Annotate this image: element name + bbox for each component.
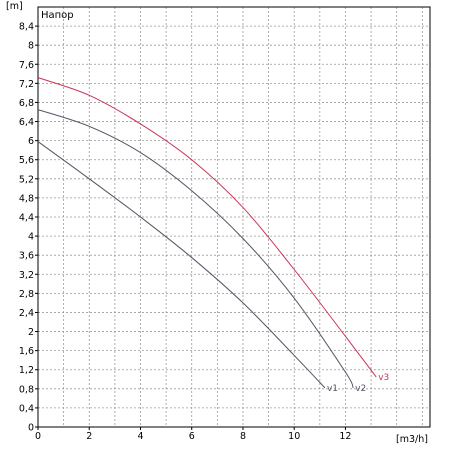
axis-ticks: 0 2 4 6 8 10 12 0 0,4 0,8 1,2 1,6 2 2,4 2,8 3,2 3,6 4 4,4 4… bbox=[19, 22, 352, 442]
y-tick-label: 7,6 bbox=[19, 60, 34, 71]
y-tick-label: 5,6 bbox=[19, 155, 34, 166]
x-tick-label: 2 bbox=[86, 431, 92, 442]
series-label-v2: v2 bbox=[355, 384, 366, 394]
series-line-v3 bbox=[37, 77, 377, 378]
series-line-v2 bbox=[37, 109, 354, 389]
y-tick-label: 7,2 bbox=[19, 79, 34, 90]
y-tick-label: 6,8 bbox=[19, 98, 34, 109]
x-tick-label: 4 bbox=[137, 431, 143, 442]
y-tick-label: 2,8 bbox=[19, 289, 34, 300]
series-lines: v1 v2 v3 bbox=[37, 77, 389, 394]
series-label-v1: v1 bbox=[327, 384, 338, 394]
x-tick-label: 12 bbox=[339, 431, 351, 442]
series-line-v1 bbox=[37, 141, 326, 389]
y-tick-label: 1,2 bbox=[19, 365, 34, 376]
y-tick-label: 3,2 bbox=[19, 270, 34, 281]
y-tick-label: 0,4 bbox=[19, 403, 34, 414]
y-tick-label: 6,4 bbox=[19, 117, 34, 128]
y-tick-label: 5,2 bbox=[19, 174, 34, 185]
y-tick-label: 1,6 bbox=[19, 346, 34, 357]
x-tick-label: 10 bbox=[288, 431, 300, 442]
y-tick-label: 8,4 bbox=[19, 22, 34, 33]
y-tick-label: 4,4 bbox=[19, 213, 34, 224]
y-tick-label: 0,8 bbox=[19, 384, 34, 395]
x-tick-label: 6 bbox=[189, 431, 195, 442]
x-tick-label: 8 bbox=[240, 431, 246, 442]
y-tick-label: 4 bbox=[28, 232, 34, 243]
chart-title: Напор bbox=[41, 10, 74, 21]
y-tick-label: 0 bbox=[28, 423, 34, 434]
y-axis-label: [m] bbox=[6, 1, 23, 12]
y-tick-label: 2 bbox=[28, 327, 34, 338]
y-tick-label: 3,6 bbox=[19, 251, 34, 262]
series-label-v3: v3 bbox=[378, 373, 389, 383]
y-tick-label: 8 bbox=[28, 41, 34, 52]
y-tick-label: 6 bbox=[28, 136, 34, 147]
x-tick-label: 0 bbox=[35, 431, 41, 442]
y-tick-label: 2,4 bbox=[19, 308, 34, 319]
y-tick-label: 4,8 bbox=[19, 193, 34, 204]
x-axis-label: [m3/h] bbox=[396, 434, 428, 445]
